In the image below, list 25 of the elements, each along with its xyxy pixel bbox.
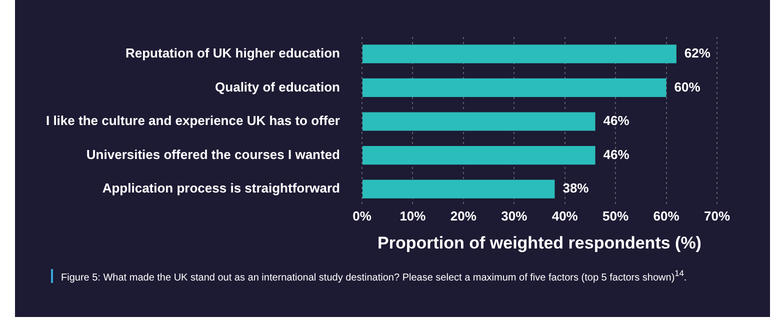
caption: Figure 5: What made the UK stand out as an international study destination? Please select a maximum of five factors (top 5 factors shown)$^{14}$. xyxy=(61,268,687,284)
y-tick-label: Quality of education xyxy=(215,79,340,94)
bar xyxy=(362,146,596,165)
x-tick-label: 20% xyxy=(450,208,477,224)
bar xyxy=(362,180,555,198)
y-tick-label: Reputation of UK higher education xyxy=(126,45,340,60)
data-label: 62% xyxy=(684,45,711,60)
x-tick-label: 70% xyxy=(704,208,730,224)
bar xyxy=(362,78,666,97)
y-tick-label: Universities offered the courses I wanted xyxy=(86,146,340,162)
data-label: 60% xyxy=(674,79,701,94)
data-label: 46% xyxy=(603,146,630,162)
x-tick-label: 40% xyxy=(552,208,578,224)
bar xyxy=(362,112,596,131)
y-tick-label: Application process is straightforward xyxy=(102,180,340,196)
x-tick-label: 50% xyxy=(602,208,630,224)
x-tick-label: 0% xyxy=(352,208,372,224)
y-tick-label: I like the culture and experience UK has to offer xyxy=(46,113,340,128)
x-tick-label: 10% xyxy=(400,208,426,224)
x-axis-title: Proportion of weighted respondents (%) xyxy=(378,233,702,252)
data-label: 38% xyxy=(562,180,590,196)
bar xyxy=(362,44,676,64)
x-tick-label: 30% xyxy=(501,208,528,224)
data-label: 46% xyxy=(603,113,630,128)
x-tick-label: 60% xyxy=(653,208,680,224)
